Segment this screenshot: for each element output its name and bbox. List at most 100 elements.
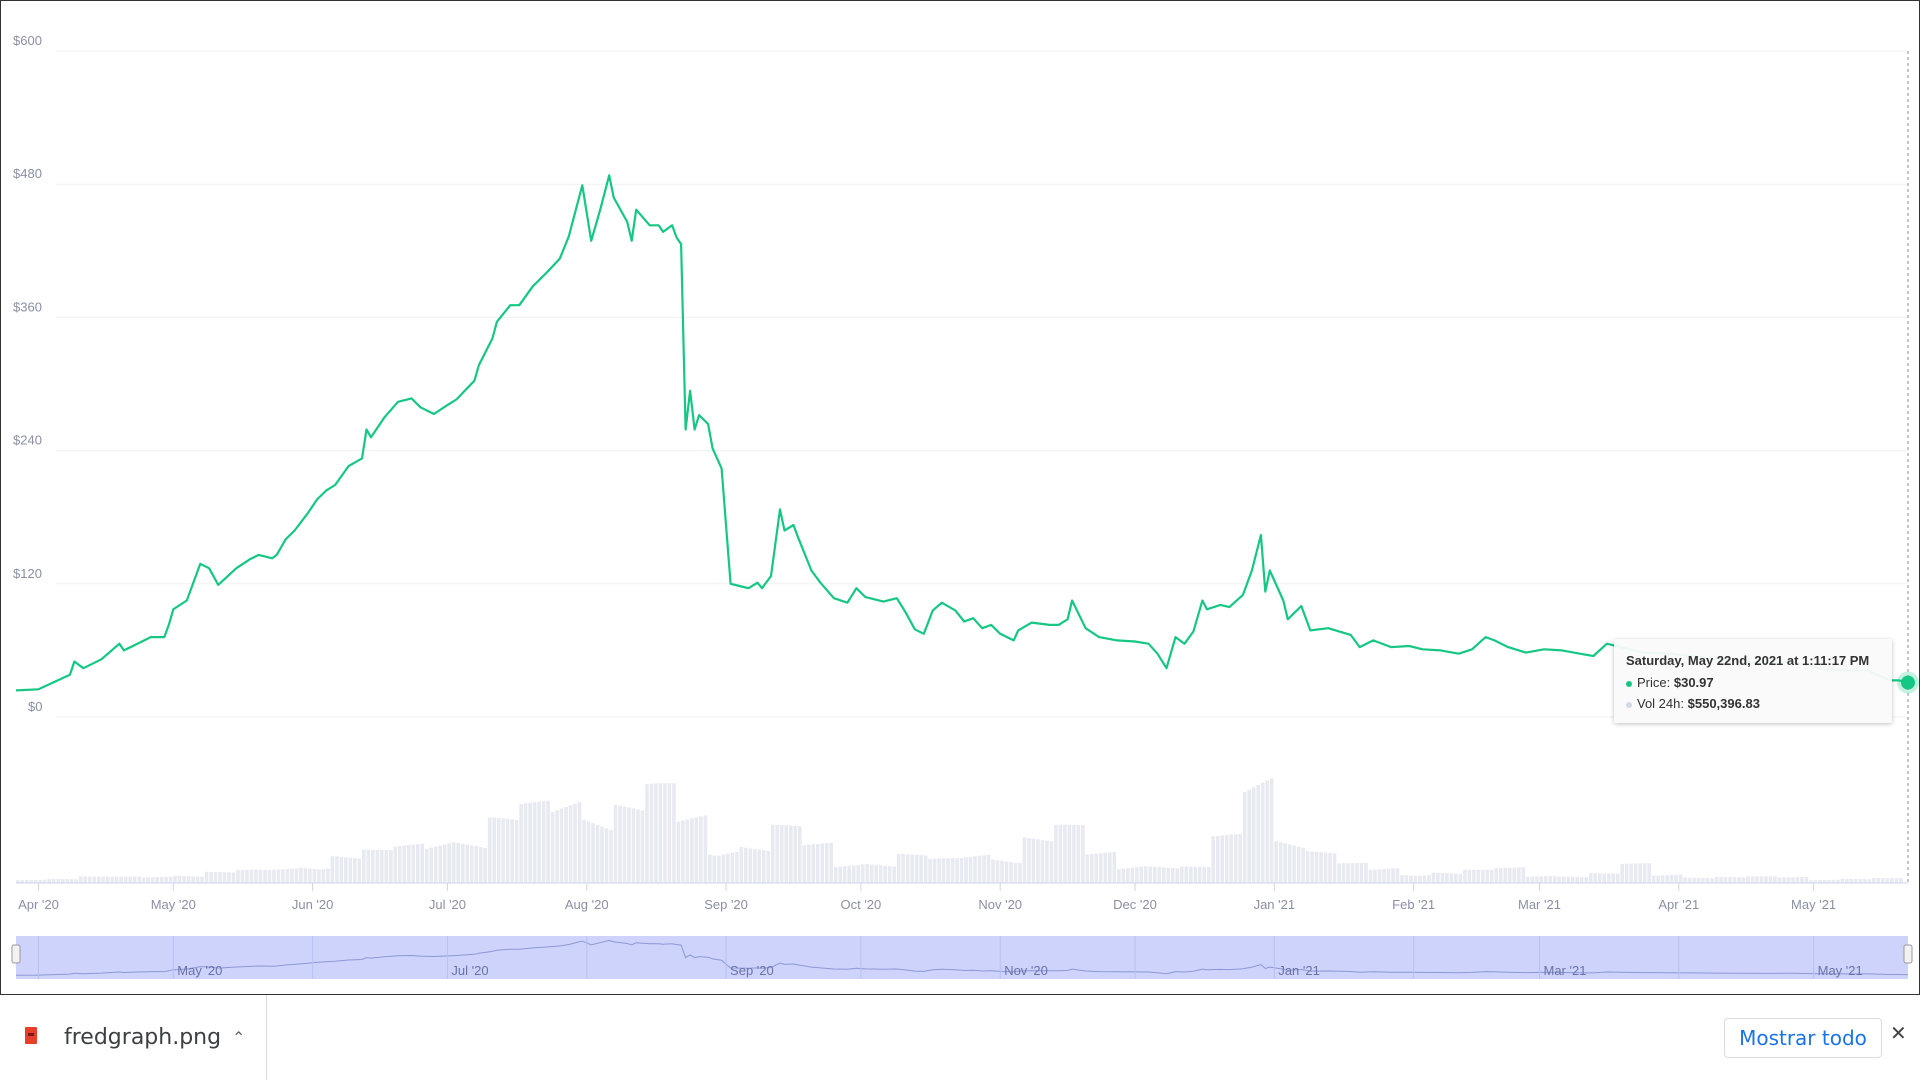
- volume-bar: [946, 858, 950, 883]
- x-tick-label: Apr '21: [1658, 897, 1699, 912]
- volume-bar: [744, 847, 748, 883]
- price-chart[interactable]: $0 $120 $240 $360 $480 $600 Apr '20 May '20 Jun …: [0, 0, 1920, 995]
- x-tick-label: Jul '20: [429, 897, 466, 912]
- volume-bar: [959, 857, 964, 883]
- volume-bar: [1126, 868, 1130, 883]
- volume-bar: [541, 801, 546, 883]
- volume-bar: [559, 808, 564, 883]
- volume-bar: [1310, 851, 1314, 883]
- volume-bar: [1485, 869, 1490, 883]
- volume-bar: [1355, 863, 1359, 883]
- volume-bar: [195, 876, 200, 883]
- volume-bar: [892, 866, 896, 883]
- navigator-tick-label: Jan '21: [1278, 963, 1320, 978]
- volume-bar: [914, 854, 919, 883]
- image-file-icon: [25, 1027, 37, 1044]
- volume-bar: [654, 783, 658, 883]
- volume-bar: [1386, 868, 1391, 883]
- volume-bar: [1602, 873, 1607, 883]
- volume-bar: [1836, 879, 1840, 883]
- volume-bar: [883, 865, 887, 883]
- navigator-right-handle[interactable]: [1903, 944, 1913, 964]
- tooltip-volume-value: $550,396.83: [1687, 696, 1760, 711]
- volume-bar: [308, 868, 312, 883]
- volume-bar: [321, 869, 326, 883]
- chart-svg[interactable]: $0 $120 $240 $360 $480 $600 Apr '20 May '20 Jun …: [1, 1, 1919, 994]
- volume-bar: [1764, 876, 1768, 883]
- volume-bar: [1818, 880, 1822, 883]
- volume-bar: [1224, 834, 1229, 883]
- volume-bar: [200, 876, 204, 883]
- volume-bar: [150, 877, 155, 883]
- volume-bar: [717, 855, 721, 883]
- volume-bar: [1202, 866, 1207, 883]
- volume-bar: [779, 825, 784, 883]
- volume-bar: [829, 842, 834, 883]
- volume-bar: [1660, 875, 1665, 883]
- chevron-up-icon[interactable]: ⌃: [232, 1030, 246, 1047]
- volume-bar: [1597, 873, 1602, 883]
- volume-bar: [1045, 840, 1049, 883]
- volume-bar: [164, 876, 168, 883]
- volume-bar: [964, 857, 968, 883]
- volume-bar: [1305, 851, 1310, 883]
- volume-bar: [1517, 867, 1521, 883]
- volume-bar: [699, 816, 703, 883]
- volume-bar: [375, 849, 380, 883]
- volume-bar: [501, 818, 505, 883]
- range-navigator[interactable]: May '20 Jul '20 Sep '20 Nov '20 Jan '21 Mar '…: [11, 936, 1913, 979]
- volume-bar: [249, 869, 254, 883]
- navigator-left-handle[interactable]: [11, 944, 21, 964]
- download-file-name[interactable]: fredgraph.png: [64, 1025, 222, 1050]
- x-tick-label: Jun '20: [292, 897, 334, 912]
- volume-bar: [447, 843, 452, 883]
- volume-bar: [24, 880, 29, 883]
- y-tick-label: $240: [13, 433, 42, 448]
- volume-bar: [1714, 876, 1719, 883]
- volume-bar: [797, 826, 802, 883]
- volume-bar: [451, 842, 456, 883]
- volume-bar: [1409, 875, 1413, 883]
- volume-bar: [1687, 877, 1692, 883]
- volume-bar: [631, 808, 636, 883]
- volume-bar: [820, 843, 825, 883]
- volume-bar: [1642, 863, 1647, 883]
- volume-bar: [735, 851, 739, 883]
- volume-bar: [492, 817, 496, 883]
- volume-bar: [672, 783, 676, 883]
- volume-bar: [784, 825, 789, 883]
- volume-bar: [838, 866, 843, 883]
- volume-bar: [1755, 876, 1759, 883]
- volume-bar: [285, 869, 290, 883]
- volume-bar: [415, 844, 420, 883]
- volume-bar: [573, 803, 577, 883]
- volume-bar: [1099, 853, 1103, 883]
- volume-bar: [645, 784, 649, 883]
- volume-bar: [303, 868, 308, 883]
- volume-bar: [429, 847, 434, 883]
- volume-bar: [1161, 867, 1166, 883]
- volume-bar: [586, 821, 591, 883]
- volume-bar: [1278, 842, 1283, 883]
- navigator-tick-label: Mar '21: [1543, 963, 1586, 978]
- volume-bar: [1000, 860, 1004, 883]
- volume-bar: [83, 876, 88, 883]
- volume-bar: [1072, 824, 1076, 883]
- volume-bar: [865, 863, 869, 883]
- volume-bar: [1773, 876, 1777, 883]
- volume-bar: [1193, 866, 1198, 883]
- volume-bar: [191, 876, 195, 883]
- volume-bar: [1144, 866, 1148, 883]
- volume-bar: [213, 871, 218, 883]
- volume-bar: [29, 880, 34, 883]
- show-all-button[interactable]: Mostrar todo: [1724, 1018, 1882, 1058]
- volume-bar: [317, 869, 321, 883]
- volume-dot-icon: [1626, 701, 1632, 708]
- volume-bar: [1238, 834, 1242, 883]
- volume-bar: [510, 819, 514, 883]
- volume-bar: [1827, 879, 1831, 883]
- download-item[interactable]: fredgraph.png ⌃: [0, 995, 267, 1080]
- close-icon[interactable]: ✕: [1890, 1023, 1907, 1045]
- volume-bar: [1018, 862, 1022, 883]
- volume-bar: [1085, 854, 1090, 883]
